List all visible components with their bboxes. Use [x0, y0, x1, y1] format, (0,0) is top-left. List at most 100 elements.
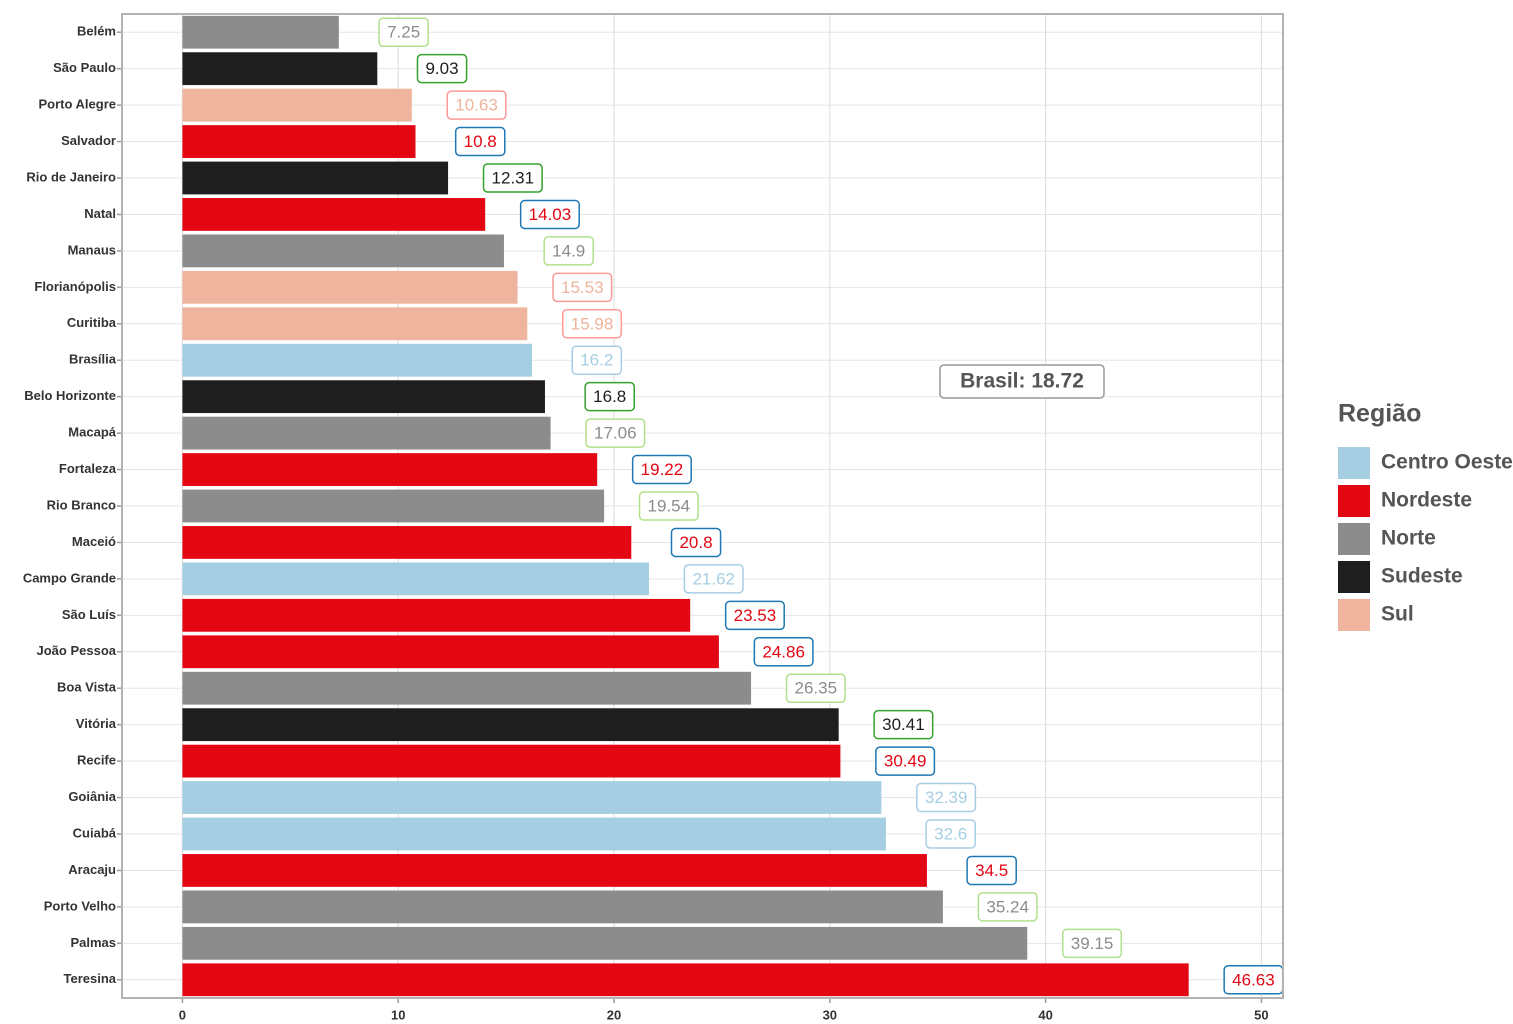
- legend-label: Centro Oeste: [1381, 451, 1513, 474]
- value-label: 14.03: [529, 205, 572, 224]
- y-tick-label: Maceió: [72, 534, 116, 549]
- value-label-box: [584, 381, 636, 412]
- bar: [182, 161, 449, 195]
- legend-swatch: [1338, 599, 1370, 631]
- y-tick-label: Belém: [77, 24, 116, 39]
- legend-swatch: [1338, 485, 1370, 517]
- x-tick-label: 0: [179, 1007, 186, 1022]
- bar: [182, 781, 882, 814]
- x-tick-label: 50: [1254, 1007, 1268, 1022]
- y-tick-label: Natal: [84, 206, 116, 221]
- y-tick-label: Boa Vista: [57, 680, 117, 695]
- y-tick-label: Brasília: [69, 352, 117, 367]
- bar: [182, 744, 841, 778]
- bar: [182, 198, 486, 231]
- value-label-box: [925, 819, 976, 849]
- value-label: 7.25: [387, 23, 420, 42]
- y-tick-label: São Paulo: [53, 60, 116, 75]
- value-label: 23.53: [734, 606, 777, 625]
- y-tick-label: Rio de Janeiro: [26, 169, 116, 184]
- value-label: 12.31: [492, 168, 535, 187]
- value-label-box: [683, 564, 744, 594]
- value-label: 15.53: [561, 278, 604, 297]
- legend-label: Sul: [1381, 603, 1414, 626]
- x-tick-label: 20: [607, 1007, 621, 1022]
- value-label: 10.63: [455, 96, 498, 115]
- value-label-box: [571, 345, 623, 375]
- bar: [182, 562, 649, 596]
- value-label: 26.35: [795, 679, 838, 698]
- value-label: 14.9: [552, 241, 585, 260]
- plot: 0 10 20 30 40 50 Belém São Paulo Porto Alegre Sal…: [23, 13, 1513, 1022]
- value-label: 16.2: [580, 351, 613, 370]
- value-label: 20.8: [679, 533, 712, 552]
- y-tick-label: Macapá: [68, 425, 116, 440]
- bar: [182, 380, 545, 414]
- value-label: 39.15: [1071, 934, 1114, 953]
- value-label: 10.8: [464, 132, 497, 151]
- value-label-box: [966, 855, 1017, 886]
- value-label-box: [378, 17, 429, 47]
- bar: [182, 453, 598, 486]
- y-tick-label: Recife: [77, 753, 116, 768]
- y-tick-label: Porto Alegre: [38, 97, 116, 112]
- y-tick-label: Campo Grande: [23, 570, 116, 585]
- bar: [182, 15, 339, 49]
- y-tick-label: Porto Velho: [44, 898, 116, 913]
- value-label-box: [753, 637, 814, 667]
- y-tick-label: Teresina: [63, 971, 116, 986]
- y-tick-label: Rio Branco: [47, 497, 116, 512]
- y-tick-label: Florianópolis: [34, 279, 116, 294]
- y-tick-label: Salvador: [61, 133, 116, 148]
- bar: [182, 307, 528, 341]
- value-label-box: [416, 53, 468, 84]
- value-label: 21.62: [692, 569, 735, 588]
- value-label: 32.39: [925, 788, 968, 807]
- legend-title: Região: [1338, 400, 1421, 428]
- y-tick-label: Cuiabá: [73, 825, 117, 840]
- value-label-box: [724, 600, 785, 631]
- value-label: 19.22: [641, 460, 684, 479]
- value-label-box: [638, 491, 699, 521]
- annotation: Brasil: 18.72: [939, 364, 1105, 399]
- bar: [182, 708, 839, 742]
- bar: [182, 671, 752, 705]
- value-label: 24.86: [762, 642, 805, 661]
- annotation-box: [939, 364, 1105, 399]
- value-label: 16.8: [593, 387, 626, 406]
- value-label: 9.03: [425, 59, 458, 78]
- bar: [182, 234, 504, 268]
- panel-border: [121, 13, 1284, 999]
- value-label-box: [875, 746, 936, 776]
- value-label: 32.6: [934, 824, 967, 843]
- legend-swatch: [1338, 447, 1370, 479]
- value-label-box: [454, 126, 506, 157]
- value-label: 17.06: [594, 424, 637, 443]
- value-label-box: [1061, 928, 1123, 959]
- legend-swatch: [1338, 561, 1370, 593]
- bar: [182, 963, 1189, 997]
- y-tick-label: João Pessoa: [37, 643, 117, 658]
- value-label-box: [482, 163, 543, 193]
- value-label: 46.63: [1232, 970, 1275, 989]
- y-tick-label: Aracaju: [68, 862, 116, 877]
- value-label-box: [785, 673, 846, 703]
- value-label: 19.54: [648, 496, 691, 515]
- bar: [182, 270, 518, 304]
- value-label-box: [977, 892, 1038, 922]
- bar: [182, 817, 886, 851]
- value-label-box: [585, 418, 646, 448]
- bar: [182, 343, 533, 377]
- y-tick-label: Goiânia: [68, 789, 116, 804]
- bar: [182, 88, 412, 122]
- value-label-box: [552, 272, 613, 303]
- bar: [182, 52, 378, 86]
- value-label: 34.5: [975, 861, 1008, 880]
- value-label: 15.98: [571, 314, 614, 333]
- bar: [182, 854, 927, 887]
- bar: [182, 489, 605, 523]
- y-tick-label: Palmas: [70, 935, 116, 950]
- legend-label: Sudeste: [1381, 565, 1463, 588]
- x-tick-label: 30: [823, 1007, 837, 1022]
- y-tick-label: Curitiba: [67, 315, 117, 330]
